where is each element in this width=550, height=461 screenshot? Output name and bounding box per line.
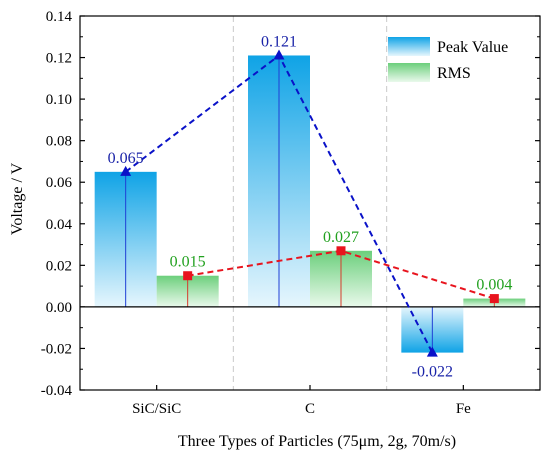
- x-tick-label: SiC/SiC: [132, 401, 181, 417]
- data-label: -0.022: [412, 364, 453, 381]
- legend-swatch-rms: [388, 63, 430, 82]
- y-tick-label: -0.04: [41, 383, 73, 399]
- data-label: 0.004: [476, 277, 512, 294]
- y-tick-label: 0.04: [46, 217, 73, 233]
- legend-swatch-peak-value: [388, 37, 430, 56]
- legend-label: RMS: [437, 65, 471, 82]
- y-axis-title: Voltage / V: [9, 162, 26, 235]
- marker-square: [336, 246, 346, 256]
- x-axis-title: Three Types of Particles (75μm, 2g, 70m/…: [178, 433, 456, 450]
- marker-square: [183, 271, 193, 281]
- y-tick-label: -0.02: [41, 341, 72, 357]
- y-tick-label: 0.02: [46, 258, 72, 274]
- y-tick-label: 0.00: [46, 300, 72, 316]
- y-tick-label: 0.12: [46, 51, 72, 67]
- y-tick-label: 0.08: [46, 134, 72, 150]
- x-tick-label: C: [305, 401, 315, 417]
- marker-triangle: [426, 346, 438, 357]
- data-label: 0.027: [323, 229, 359, 246]
- y-tick-label: 0.10: [46, 92, 72, 108]
- marker-square: [489, 294, 499, 304]
- legend-label: Peak Value: [437, 39, 508, 56]
- data-label: 0.121: [261, 33, 297, 50]
- marker-triangle: [273, 49, 285, 60]
- data-label: 0.065: [108, 150, 144, 167]
- marker-triangle: [120, 165, 132, 176]
- y-tick-label: 0.06: [46, 175, 73, 191]
- x-tick-label: Fe: [456, 401, 471, 417]
- plot-area: 0.065 0.121 -0.022 0.015 0.027 0.004 -0.04 -0.0…: [41, 9, 541, 417]
- y-tick-label: 0.14: [46, 9, 73, 25]
- data-label: 0.015: [170, 254, 206, 271]
